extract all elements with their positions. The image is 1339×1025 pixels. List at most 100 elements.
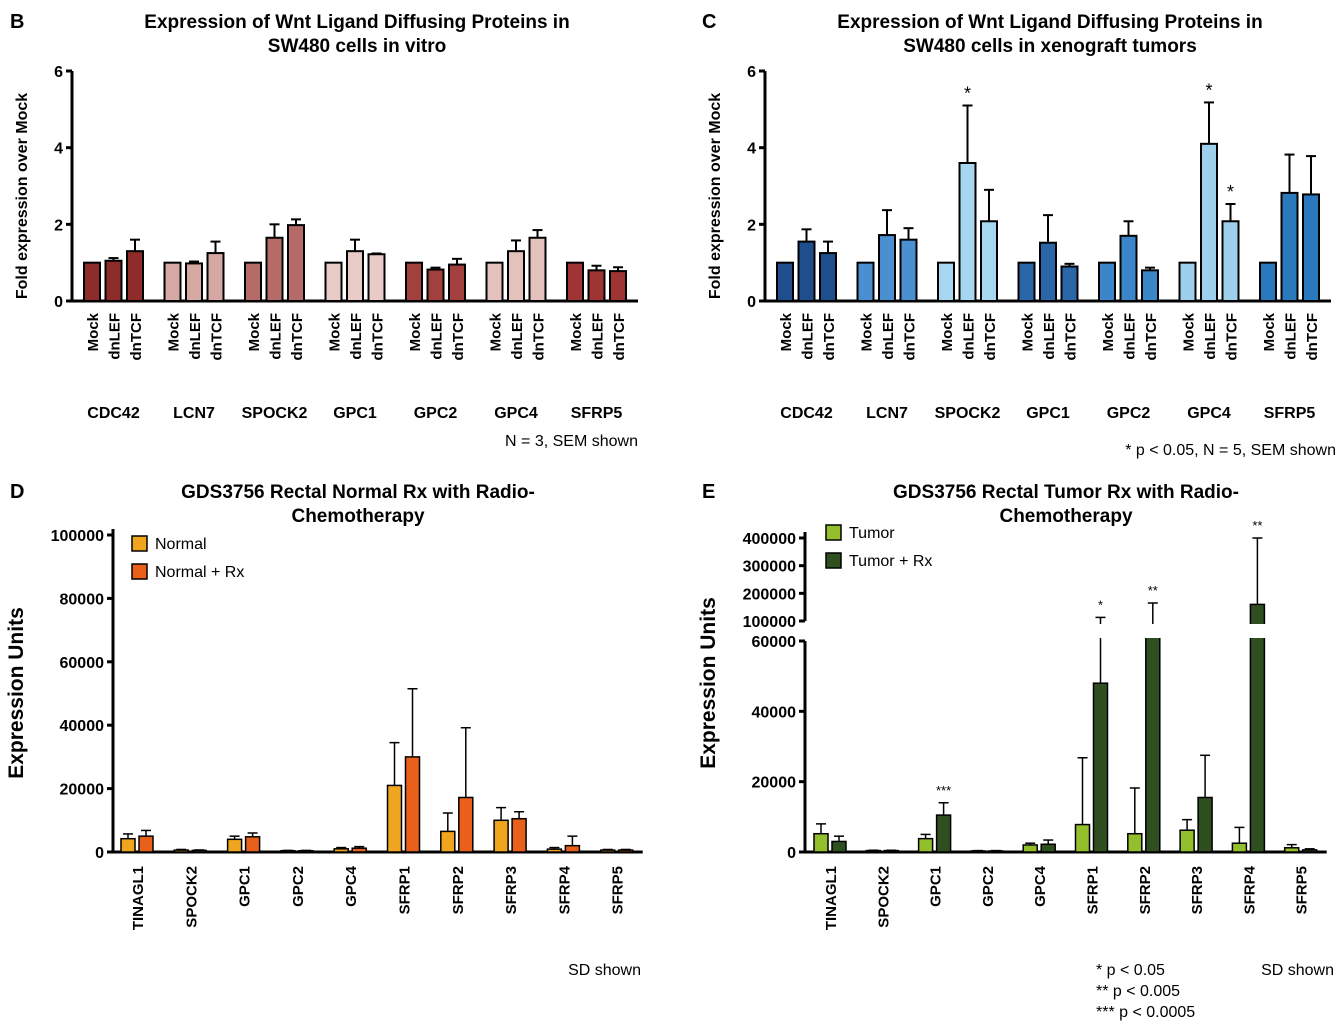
condition-label: dnLEF [187, 313, 204, 360]
bar [298, 849, 314, 853]
condition-label: dnLEF [590, 313, 607, 360]
category-label: SFRP2 [450, 866, 467, 914]
legend-label: Normal [155, 536, 207, 553]
bar [1259, 261, 1277, 302]
bar [1280, 191, 1299, 302]
category-label: SPOCK2 [875, 866, 892, 928]
bar [865, 849, 882, 853]
y-axis-label: Fold expression over Mock [707, 93, 724, 299]
category-label: TINAGL1 [823, 866, 840, 930]
significance-marker: * [1098, 597, 1103, 612]
condition-label: Mock [1261, 312, 1278, 351]
condition-label: Mock [1020, 312, 1037, 351]
panel-letter: D [10, 481, 24, 503]
condition-label: dnTCF [821, 313, 838, 360]
category-label: TINAGL1 [130, 866, 147, 930]
y-tick-label: 60000 [752, 634, 797, 651]
bar [173, 849, 190, 853]
legend-label: Normal + Rx [155, 564, 244, 581]
bar [386, 784, 403, 853]
bar [405, 261, 423, 302]
significance-marker: * [1227, 182, 1234, 202]
group-label: GPC1 [1026, 405, 1070, 422]
bar [120, 837, 136, 853]
condition-label: Mock [1100, 312, 1117, 351]
bar [351, 847, 367, 853]
group-label: GPC4 [494, 405, 538, 422]
y-tick-label: 100000 [743, 614, 796, 631]
significance-legend-item: * p < 0.05 [1096, 962, 1165, 979]
bar [1283, 847, 1300, 853]
condition-label: dnLEF [1283, 313, 1300, 360]
panel-B: B Expression of Wnt Ligand Diffusing Prot… [10, 11, 638, 450]
bar [507, 250, 525, 303]
bar [1039, 241, 1057, 303]
bar [883, 849, 900, 853]
y-tick-label: 2 [747, 217, 756, 234]
bar [1074, 823, 1091, 853]
footnote: SD shown [1261, 962, 1334, 979]
condition-label: dnTCF [370, 313, 387, 360]
bar [191, 849, 208, 853]
legend-swatch [825, 552, 842, 569]
bar [1145, 635, 1161, 853]
condition-label: dnLEF [348, 313, 365, 360]
bar [1060, 265, 1079, 302]
bar [819, 252, 837, 302]
condition-label: Mock [407, 312, 424, 351]
bar [1231, 842, 1248, 853]
category-label: SFRP4 [1241, 865, 1258, 914]
bar [206, 252, 225, 302]
bar [333, 848, 349, 853]
group-label: SFRP5 [571, 405, 623, 422]
legend-swatch [131, 535, 148, 552]
category-label: SFRP5 [610, 866, 627, 914]
footnote: * p < 0.05, N = 5, SEM shown [1125, 442, 1336, 459]
y-tick-label: 400000 [743, 531, 796, 548]
panel-E: E GDS3756 Rectal Tumor Rx with Radio- Chem… [697, 481, 1334, 1021]
group-label: CDC42 [87, 405, 140, 422]
significance-marker: *** [936, 783, 951, 798]
condition-label: dnLEF [1202, 313, 1219, 360]
bar [1092, 682, 1109, 853]
category-label: GPC4 [343, 865, 360, 907]
category-label: GPC1 [237, 866, 254, 907]
y-axis-label: Expression Units [5, 607, 28, 779]
bar [265, 236, 284, 302]
y-axis-label: Fold expression over Mock [14, 93, 31, 299]
footnote: N = 3, SEM shown [505, 433, 638, 450]
y-axis-label: Expression Units [697, 597, 720, 769]
bar [1301, 849, 1318, 853]
y-tick-label: 0 [54, 294, 63, 311]
significance-marker: * [1205, 80, 1212, 100]
condition-label: Mock [488, 312, 505, 351]
category-label: SFRP3 [1189, 866, 1206, 914]
bar [104, 259, 123, 302]
y-tick-label: 100000 [51, 528, 104, 545]
bar [83, 261, 101, 302]
bar [813, 832, 829, 853]
chart-title-line: Chemotherapy [291, 506, 424, 527]
bar [426, 268, 445, 303]
bar [988, 850, 1004, 853]
category-label: GPC4 [1032, 865, 1049, 907]
group-label: SPOCK2 [242, 405, 308, 422]
bar [797, 240, 816, 302]
y-tick-label: 0 [787, 845, 796, 862]
category-label: SFRP1 [1085, 866, 1102, 914]
chart-title-line: SW480 cells in xenograft tumors [903, 36, 1197, 57]
bar [917, 837, 934, 853]
legend-swatch [825, 524, 842, 541]
y-tick-label: 40000 [60, 718, 105, 735]
legend-label: Tumor [849, 525, 895, 542]
bar [1127, 832, 1143, 853]
bar [587, 269, 606, 303]
group-label: LCN7 [866, 405, 908, 422]
category-label: SFRP3 [503, 866, 520, 914]
condition-label: dnTCF [1143, 313, 1160, 360]
group-label: SPOCK2 [935, 405, 1001, 422]
bar [163, 261, 182, 302]
condition-label: dnTCF [1304, 313, 1321, 360]
condition-label: dnTCF [531, 313, 548, 360]
condition-label: dnTCF [902, 313, 919, 360]
